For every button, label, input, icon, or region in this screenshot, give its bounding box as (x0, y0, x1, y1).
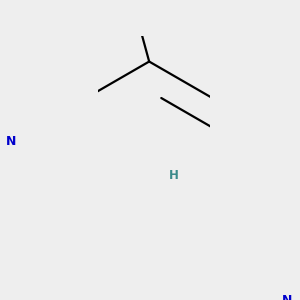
Text: N: N (6, 135, 16, 148)
Text: H: H (169, 169, 179, 182)
Text: N: N (282, 294, 292, 300)
